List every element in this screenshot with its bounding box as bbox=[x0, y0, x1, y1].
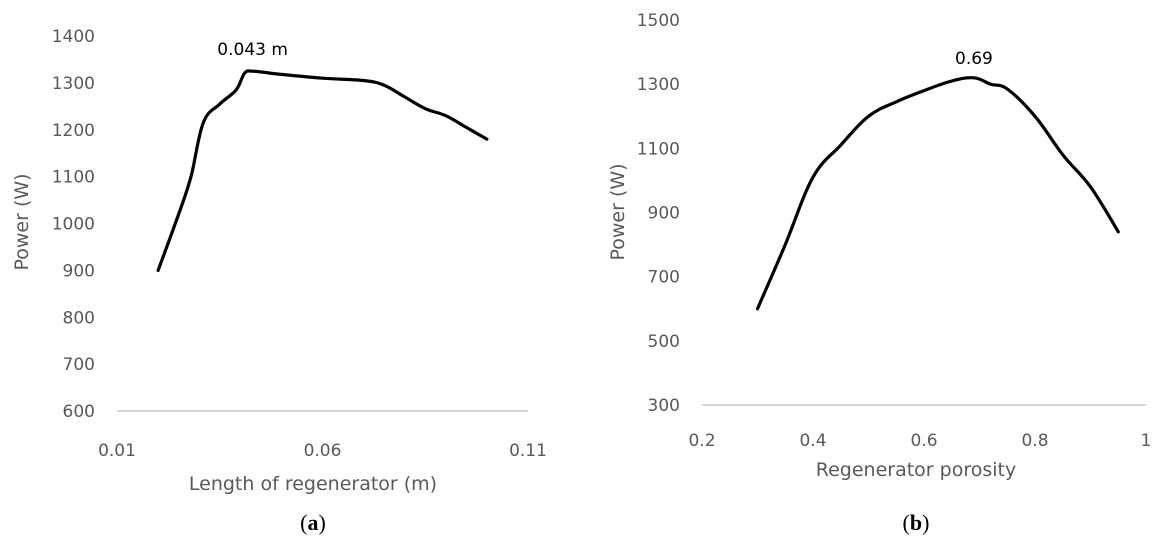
x-tick-label: 0.6 bbox=[910, 431, 937, 451]
x-tick-label: 0.8 bbox=[1021, 431, 1048, 451]
y-tick-label: 1300 bbox=[637, 75, 680, 95]
y-tick-label: 800 bbox=[63, 308, 95, 328]
caption-letter-b: b bbox=[910, 510, 922, 535]
caption-close-a: ) bbox=[319, 510, 326, 535]
caption-close-b: ) bbox=[922, 510, 929, 535]
x-axis-title-b: Regenerator porosity bbox=[816, 459, 1016, 481]
x-tick-labels-b: 0.2 0.4 0.6 0.8 1 bbox=[688, 431, 1151, 451]
y-tick-label: 900 bbox=[63, 261, 95, 281]
y-tick-label: 300 bbox=[648, 396, 680, 416]
x-tick-label: 0.06 bbox=[304, 441, 342, 461]
y-tick-label: 1300 bbox=[52, 74, 95, 94]
x-tick-label: 0.4 bbox=[799, 431, 826, 451]
y-tick-label: 1500 bbox=[637, 11, 680, 31]
caption-a: (a) bbox=[300, 510, 326, 535]
y-tick-labels-a: 600 700 800 900 1000 1100 1200 1300 1400 bbox=[52, 27, 95, 422]
y-tick-label: 700 bbox=[648, 268, 680, 288]
y-tick-label: 1100 bbox=[52, 168, 95, 188]
x-tick-label: 0.01 bbox=[98, 441, 136, 461]
y-tick-label: 1200 bbox=[52, 121, 95, 141]
caption-letter-a: a bbox=[308, 510, 319, 535]
x-tick-label: 0.2 bbox=[688, 431, 715, 451]
y-tick-labels-b: 300 500 700 900 1100 1300 1500 bbox=[637, 11, 680, 416]
series-line-b bbox=[758, 78, 1119, 309]
caption-b: (b) bbox=[903, 510, 930, 535]
peak-annotation-b: 0.69 bbox=[955, 49, 993, 69]
y-tick-label: 900 bbox=[648, 204, 680, 224]
x-tick-label: 1 bbox=[1141, 431, 1152, 451]
chart-panel-b: 300 500 700 900 1100 1300 1500 0.2 0.4 0.6 0.8 1 R… bbox=[607, 11, 1151, 535]
caption-open-b: ( bbox=[903, 510, 910, 535]
x-tick-label: 0.11 bbox=[509, 441, 547, 461]
y-tick-label: 1400 bbox=[52, 27, 95, 47]
peak-annotation-a: 0.043 m bbox=[217, 40, 288, 60]
y-axis-title-b: Power (W) bbox=[607, 163, 629, 260]
y-tick-label: 700 bbox=[63, 355, 95, 375]
y-tick-label: 500 bbox=[648, 332, 680, 352]
series-line-a bbox=[158, 71, 487, 270]
y-tick-label: 1100 bbox=[637, 139, 680, 159]
y-tick-label: 600 bbox=[63, 402, 95, 422]
y-tick-label: 1000 bbox=[52, 215, 95, 235]
x-axis-title-a: Length of regenerator (m) bbox=[189, 473, 437, 495]
x-tick-labels-a: 0.01 0.06 0.11 bbox=[98, 441, 547, 461]
y-axis-title-a: Power (W) bbox=[11, 173, 33, 270]
caption-open-a: ( bbox=[300, 510, 307, 535]
